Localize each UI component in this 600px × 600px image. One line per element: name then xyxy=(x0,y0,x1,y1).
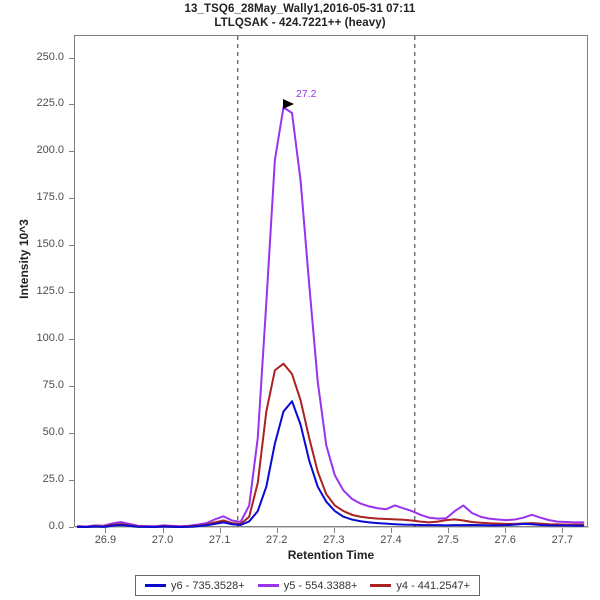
trace-line[interactable] xyxy=(76,106,585,528)
plot-area xyxy=(74,35,589,528)
legend-item[interactable]: y4 - 441.2547+ xyxy=(370,580,470,592)
x-axis-tick-label: 27.5 xyxy=(437,534,459,546)
y-axis-tick-mark xyxy=(69,245,74,247)
y-axis-tick-label: 75.0 xyxy=(42,379,64,392)
x-axis-tick-label: 27.2 xyxy=(266,534,288,546)
x-axis-tick-mark xyxy=(105,528,107,533)
trace-line[interactable] xyxy=(76,362,585,528)
y-axis-tick-mark xyxy=(69,104,74,106)
y-axis-tick-mark xyxy=(69,292,74,294)
x-axis-tick-label: 26.9 xyxy=(94,534,117,546)
x-axis-tick-mark xyxy=(448,528,450,533)
x-axis-tick-mark xyxy=(276,528,278,533)
y-axis-tick-label: 150.0 xyxy=(36,238,64,251)
legend-item-label: y4 - 441.2547+ xyxy=(396,579,471,592)
peak-apex-marker-icon xyxy=(283,99,294,109)
x-axis-tick-label: 27.4 xyxy=(380,534,402,546)
x-axis-tick-mark xyxy=(162,528,164,533)
x-axis-tick-label: 27.6 xyxy=(494,534,516,546)
y-axis-tick-label: 125.0 xyxy=(36,285,64,298)
y-axis-tick-mark xyxy=(69,151,74,153)
x-axis-tick-mark xyxy=(562,528,564,533)
x-axis-tick-label: 27.0 xyxy=(151,534,174,546)
legend-item-label: y6 - 735.3528+ xyxy=(171,579,245,592)
y-axis-tick-label: 0.0 xyxy=(48,520,64,532)
y-axis-tick-mark xyxy=(69,198,74,200)
legend-color-swatch xyxy=(257,584,279,587)
legend-item-label: y5 - 554.3388+ xyxy=(283,579,358,592)
peak-retention-time-label: 27.2 xyxy=(296,88,317,100)
chromatogram-traces xyxy=(75,36,589,528)
y-axis-tick-mark xyxy=(69,433,74,435)
legend-item[interactable]: y6 - 735.3528+ xyxy=(145,580,245,592)
x-axis-tick-label: 27.1 xyxy=(208,534,231,546)
x-axis-tick-label: 27.3 xyxy=(323,534,345,546)
x-axis-tick-mark xyxy=(333,528,335,533)
y-axis-tick-mark xyxy=(69,339,74,341)
y-axis-tick-label: 100.0 xyxy=(36,332,64,345)
chart-legend: y6 - 735.3528+ y5 - 554.3388+ y4 - 441.254… xyxy=(135,575,481,596)
x-axis-tick-mark xyxy=(219,528,221,533)
y-axis-label: Intensity 10^3 xyxy=(17,219,31,299)
x-axis-tick-mark xyxy=(505,528,507,533)
y-axis-tick-mark xyxy=(69,480,74,482)
y-axis-tick-mark xyxy=(69,386,74,388)
x-axis-tick-mark xyxy=(390,528,392,533)
y-axis-tick-label: 250.0 xyxy=(36,50,64,63)
chart-title-block: 13_TSQ6_28May_Wally1,2016-05-31 07:11 LT… xyxy=(0,2,600,31)
y-axis-tick-label: 225.0 xyxy=(36,97,64,110)
trace-line[interactable] xyxy=(76,400,585,528)
legend-color-swatch xyxy=(145,584,166,587)
y-axis-tick-label: 25.0 xyxy=(42,473,64,486)
y-axis-tick-mark xyxy=(69,57,74,59)
x-axis-tick-label: 27.7 xyxy=(551,534,573,546)
legend-item[interactable]: y5 - 554.3388+ xyxy=(257,579,358,592)
y-axis-tick-label: 175.0 xyxy=(36,191,64,204)
y-axis-tick-mark xyxy=(69,527,74,528)
y-axis-tick-label: 200.0 xyxy=(36,144,64,157)
y-axis-tick-label: 50.0 xyxy=(42,426,64,439)
legend-color-swatch xyxy=(370,584,392,587)
x-axis-label: Retention Time xyxy=(287,548,375,562)
chart-title-subtitle: LTLQSAK - 424.7221++ (heavy) xyxy=(214,17,386,29)
chart-title-main: 13_TSQ6_28May_Wally1,2016-05-31 07:11 xyxy=(184,3,416,15)
